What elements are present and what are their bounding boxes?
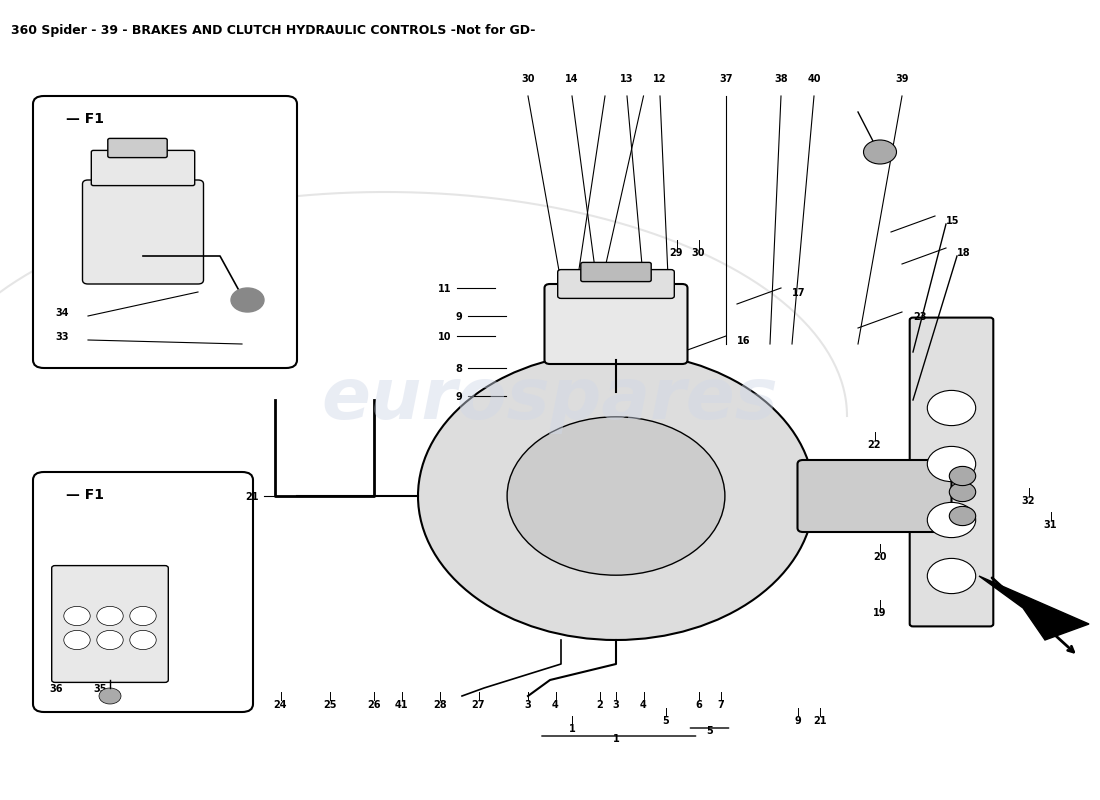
Text: 35: 35 xyxy=(94,684,107,694)
Circle shape xyxy=(97,630,123,650)
Text: 38: 38 xyxy=(774,74,788,84)
Circle shape xyxy=(949,466,976,486)
Text: 32: 32 xyxy=(1022,496,1035,506)
Circle shape xyxy=(99,688,121,704)
Circle shape xyxy=(130,630,156,650)
Circle shape xyxy=(949,506,976,526)
Text: — F1: — F1 xyxy=(66,112,104,126)
FancyBboxPatch shape xyxy=(82,180,204,284)
Text: 21: 21 xyxy=(245,492,258,502)
Text: 34: 34 xyxy=(55,308,68,318)
Text: 9: 9 xyxy=(455,312,462,322)
Text: 18: 18 xyxy=(957,248,970,258)
Circle shape xyxy=(418,352,814,640)
Circle shape xyxy=(927,390,976,426)
FancyBboxPatch shape xyxy=(33,96,297,368)
Circle shape xyxy=(97,606,123,626)
FancyBboxPatch shape xyxy=(798,460,952,532)
Text: 10: 10 xyxy=(438,332,451,342)
Circle shape xyxy=(927,446,976,482)
Text: 20: 20 xyxy=(873,552,887,562)
Text: 19: 19 xyxy=(873,608,887,618)
Circle shape xyxy=(927,558,976,594)
Text: 7: 7 xyxy=(717,700,724,710)
Text: 8: 8 xyxy=(455,364,462,374)
Text: 26: 26 xyxy=(367,700,381,710)
Text: 22: 22 xyxy=(868,440,881,450)
FancyBboxPatch shape xyxy=(52,566,168,682)
Text: 12: 12 xyxy=(653,74,667,84)
Text: 15: 15 xyxy=(946,216,959,226)
Text: 28: 28 xyxy=(433,700,447,710)
Text: 24: 24 xyxy=(274,700,287,710)
Circle shape xyxy=(64,630,90,650)
Text: 4: 4 xyxy=(640,700,647,710)
Text: 3: 3 xyxy=(613,700,619,710)
Text: 17: 17 xyxy=(792,288,805,298)
Text: 5: 5 xyxy=(706,726,713,736)
Text: 41: 41 xyxy=(395,700,408,710)
Text: 13: 13 xyxy=(620,74,634,84)
FancyBboxPatch shape xyxy=(544,284,688,364)
Circle shape xyxy=(64,606,90,626)
Text: 1: 1 xyxy=(569,724,575,734)
Polygon shape xyxy=(979,576,1089,640)
Circle shape xyxy=(864,140,896,164)
Text: 9: 9 xyxy=(455,392,462,402)
Circle shape xyxy=(949,482,976,502)
FancyBboxPatch shape xyxy=(910,318,993,626)
Text: 27: 27 xyxy=(472,700,485,710)
Text: 11: 11 xyxy=(438,284,451,294)
Text: 9: 9 xyxy=(794,716,801,726)
Circle shape xyxy=(507,417,725,575)
Text: 29: 29 xyxy=(670,248,683,258)
Text: 36: 36 xyxy=(50,684,63,694)
Text: 31: 31 xyxy=(1044,520,1057,530)
Text: 4: 4 xyxy=(552,700,559,710)
Text: 6: 6 xyxy=(695,700,702,710)
Text: 5: 5 xyxy=(662,716,669,726)
Text: 2: 2 xyxy=(596,700,603,710)
FancyBboxPatch shape xyxy=(91,150,195,186)
Text: 1: 1 xyxy=(613,734,619,744)
Text: eurospares: eurospares xyxy=(321,366,779,434)
Text: 3: 3 xyxy=(525,700,531,710)
Text: 21: 21 xyxy=(813,716,826,726)
Circle shape xyxy=(231,288,264,312)
Text: 30: 30 xyxy=(692,248,705,258)
Text: 39: 39 xyxy=(895,74,909,84)
Text: 25: 25 xyxy=(323,700,337,710)
Text: — F1: — F1 xyxy=(66,488,104,502)
Text: 360 Spider - 39 - BRAKES AND CLUTCH HYDRAULIC CONTROLS -Not for GD-: 360 Spider - 39 - BRAKES AND CLUTCH HYDR… xyxy=(11,24,536,37)
Text: 16: 16 xyxy=(737,336,750,346)
Text: 37: 37 xyxy=(719,74,733,84)
FancyBboxPatch shape xyxy=(581,262,651,282)
FancyBboxPatch shape xyxy=(33,472,253,712)
Circle shape xyxy=(130,606,156,626)
FancyBboxPatch shape xyxy=(558,270,674,298)
FancyBboxPatch shape xyxy=(108,138,167,158)
Text: 14: 14 xyxy=(565,74,579,84)
Text: 33: 33 xyxy=(55,332,68,342)
Text: 30: 30 xyxy=(521,74,535,84)
Circle shape xyxy=(927,502,976,538)
Text: 23: 23 xyxy=(913,312,926,322)
Text: 40: 40 xyxy=(807,74,821,84)
